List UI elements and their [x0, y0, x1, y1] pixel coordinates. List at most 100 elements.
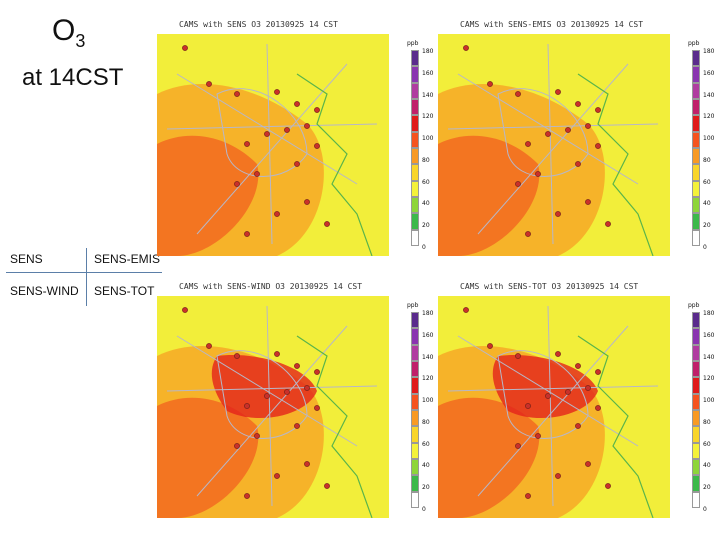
- highway-line: [497, 88, 589, 177]
- colorbar-unit: ppb: [688, 40, 700, 47]
- monitor-site: [525, 231, 531, 237]
- colorbar-segment: [692, 360, 700, 378]
- colorbar-unit: ppb: [407, 40, 419, 47]
- highway-line: [547, 43, 554, 245]
- colorbar-tick-label: 120: [422, 113, 434, 121]
- colorbar-tick-label: 140: [703, 353, 715, 361]
- monitor-site: [244, 231, 250, 237]
- colorbar-tick-label: 60: [703, 178, 711, 186]
- monitor-site: [487, 81, 493, 87]
- legend-divider-horizontal: [6, 272, 162, 273]
- scenario-legend: SENS SENS-EMIS SENS-WIND SENS-TOT: [6, 248, 162, 308]
- legend-sens: SENS: [10, 252, 43, 266]
- panel-title: CAMS with SENS-WIND O3 20130925 14 CST: [179, 282, 363, 291]
- colorbar-tick-label: 80: [422, 156, 430, 164]
- colorbar-tick-label: 100: [422, 135, 434, 143]
- colorbar-segment: [692, 426, 700, 443]
- colorbar-tick-label: 140: [422, 353, 434, 361]
- colorbar-segment: [692, 475, 700, 492]
- colorbar-segment: [692, 131, 700, 148]
- monitor-site: [575, 363, 581, 369]
- highway-line: [447, 385, 659, 392]
- ozone-field-deep-orange: [157, 397, 259, 518]
- ozone-field-deep-orange: [438, 397, 540, 518]
- legend-sens-tot: SENS-TOT: [94, 284, 155, 298]
- colorbar-segment: [411, 164, 419, 181]
- monitor-site: [565, 127, 571, 133]
- highway-line: [196, 325, 348, 497]
- colorbar-segment: [692, 458, 700, 476]
- legend-divider-vertical: [86, 248, 87, 306]
- colorbar-tick-label: 160: [703, 69, 715, 77]
- colorbar-tick-label: 0: [703, 244, 707, 251]
- colorbar-segment: [411, 131, 419, 148]
- coastline: [296, 335, 373, 518]
- colorbar-segment: [411, 344, 419, 361]
- coastline: [296, 73, 373, 256]
- monitor-site: [206, 81, 212, 87]
- colorbar-segment: [692, 50, 700, 67]
- ozone-field-deep-orange: [157, 135, 259, 256]
- colorbar-tick-label: 40: [703, 200, 711, 208]
- highway-line: [477, 325, 629, 497]
- monitor-site: [244, 493, 250, 499]
- monitor-site: [515, 353, 521, 359]
- panel-sens-emis: CAMS with SENS-EMIS O3 20130925 14 CST p…: [438, 20, 714, 256]
- monitor-site: [314, 369, 320, 375]
- colorbar-tick-label: 0: [422, 244, 426, 251]
- colorbar-tick-label: 20: [422, 222, 430, 230]
- colorbar-segment: [411, 196, 419, 214]
- colorbar-segment: [692, 229, 700, 246]
- highway-line: [166, 385, 378, 392]
- monitor-site: [555, 89, 561, 95]
- highway-line: [216, 88, 308, 177]
- highway-line: [457, 73, 639, 185]
- monitor-site: [304, 123, 310, 129]
- colorbar-tick-label: 40: [422, 462, 430, 470]
- monitor-site: [304, 385, 310, 391]
- monitor-site: [605, 483, 611, 489]
- colorbar-segment: [692, 491, 700, 508]
- colorbar-segment: [692, 66, 700, 83]
- highway-line: [166, 123, 378, 130]
- monitor-site: [535, 433, 541, 439]
- monitor-site: [314, 405, 320, 411]
- monitor-site: [575, 101, 581, 107]
- monitor-site: [264, 393, 270, 399]
- legend-sens-wind: SENS-WIND: [10, 284, 79, 298]
- monitor-site: [525, 141, 531, 147]
- colorbar-tick-label: 20: [422, 484, 430, 492]
- ozone-field-red: [492, 355, 598, 419]
- colorbar-segment: [411, 426, 419, 443]
- colorbar-tick-label: 100: [703, 135, 715, 143]
- monitor-site: [274, 473, 280, 479]
- highway-line: [176, 73, 358, 185]
- colorbar-segment: [692, 393, 700, 410]
- monitor-site: [595, 405, 601, 411]
- colorbar-segment: [411, 377, 419, 394]
- highway-line: [196, 63, 348, 235]
- highway-line: [477, 63, 629, 235]
- monitor-site: [585, 385, 591, 391]
- colorbar-segment: [411, 393, 419, 410]
- colorbar-tick-label: 140: [422, 91, 434, 99]
- monitor-site: [182, 45, 188, 51]
- colorbar-segment: [411, 82, 419, 99]
- monitor-site: [206, 343, 212, 349]
- colorbar-segment: [692, 312, 700, 329]
- monitor-site: [284, 127, 290, 133]
- panel-title: CAMS with SENS-TOT O3 20130925 14 CST: [460, 282, 639, 291]
- colorbar-tick-label: 120: [703, 375, 715, 383]
- colorbar-segment: [692, 98, 700, 116]
- ozone-field-deep-orange: [438, 135, 540, 256]
- monitor-site: [515, 91, 521, 97]
- colorbar-segment: [411, 213, 419, 230]
- monitor-site: [234, 443, 240, 449]
- highway-line: [176, 335, 358, 447]
- panel-title: CAMS with SENS O3 20130925 14 CST: [179, 20, 338, 29]
- monitor-site: [294, 101, 300, 107]
- monitor-site: [304, 461, 310, 467]
- monitor-site: [545, 393, 551, 399]
- monitor-site: [234, 181, 240, 187]
- monitor-site: [254, 433, 260, 439]
